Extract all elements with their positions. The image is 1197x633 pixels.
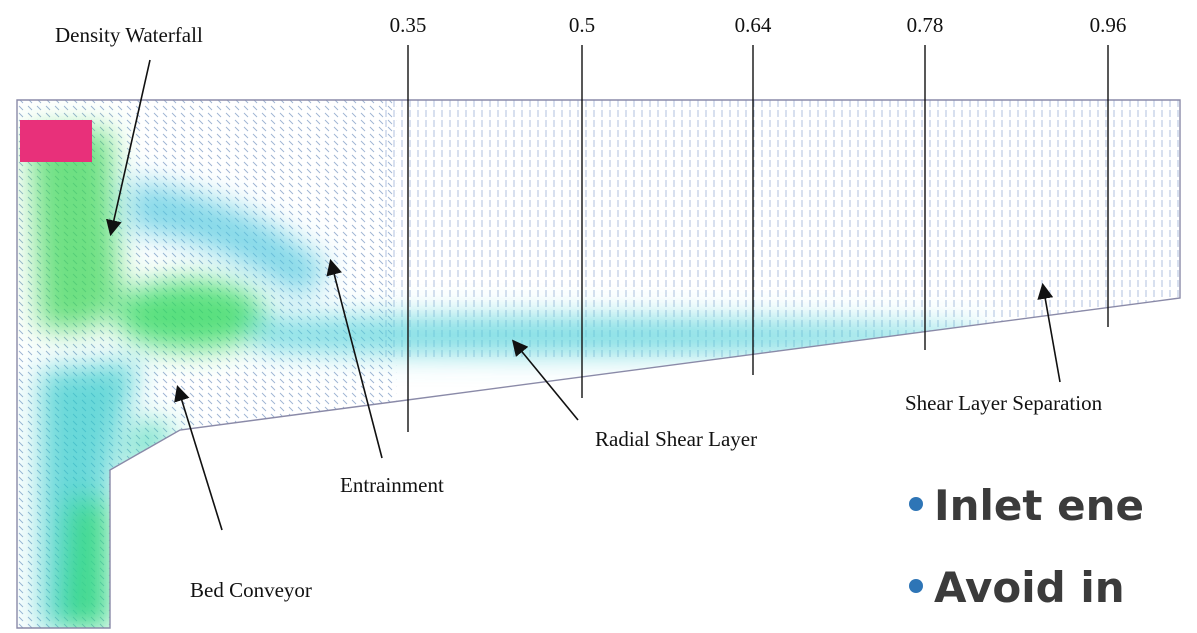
callout-label: Entrainment [340,473,444,497]
callout-label: Radial Shear Layer [595,427,757,451]
bullet-dot [909,579,923,593]
velocity-contours [30,130,980,628]
contour [60,500,110,628]
contour [130,180,330,300]
stations: 0.35 0.5 0.64 0.78 0.96 [390,13,1127,432]
station-label: 0.78 [907,13,944,37]
callout-arrow [174,384,223,531]
tank-outline [16,99,1181,629]
station-label: 0.64 [735,13,772,37]
callout-label: Shear Layer Separation [905,391,1103,415]
callout-arrow [106,59,151,237]
contour [40,360,140,628]
contour [30,130,120,330]
bullet-text: Avoid in [934,563,1125,612]
station-label: 0.35 [390,13,427,37]
station-label: 0.5 [569,13,595,37]
contour [115,280,265,350]
bullet-text: Inlet ene [934,481,1144,530]
contour [250,316,980,354]
callout-arrow [326,258,383,459]
flow-field [17,100,1180,628]
station-label: 0.96 [1090,13,1127,37]
callout-arrow [1037,282,1061,383]
callout-label: Density Waterfall [55,23,203,47]
callout-label: Bed Conveyor [190,578,312,602]
bullet-dot [909,497,923,511]
inlet-jet [20,120,92,162]
callout-arrow [511,339,579,421]
